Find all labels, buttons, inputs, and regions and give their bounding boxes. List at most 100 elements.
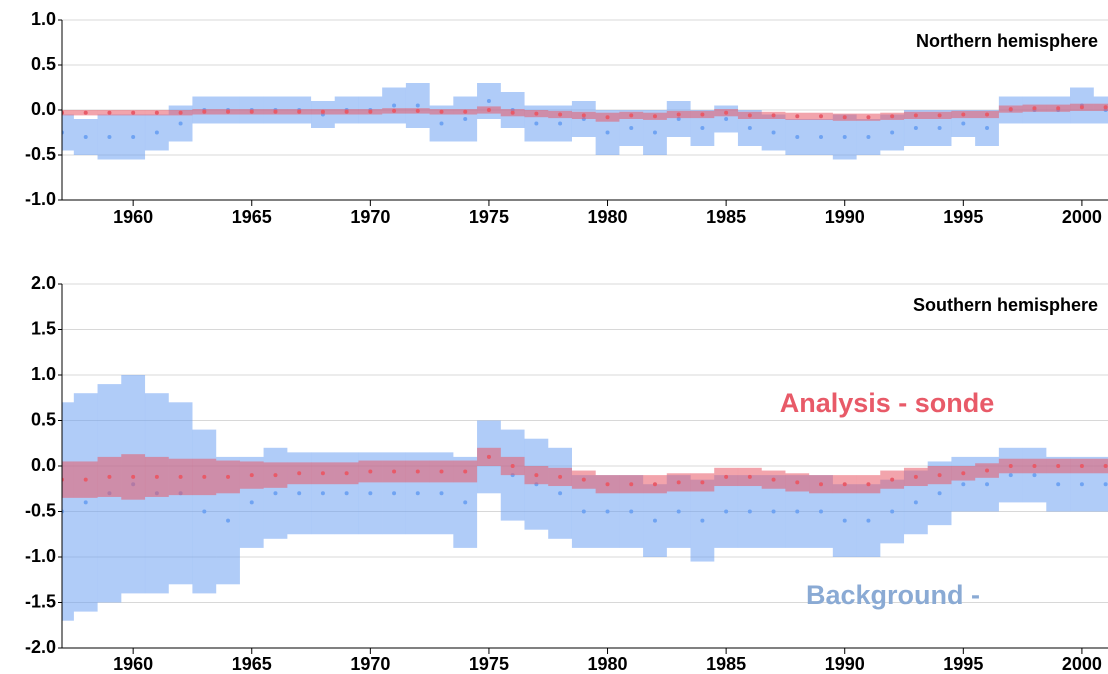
x-tick-label: 2000 (1062, 654, 1102, 674)
scatter-point (1079, 482, 1084, 487)
scatter-point (913, 500, 918, 505)
scatter-point (297, 109, 302, 114)
scatter-point (486, 99, 491, 103)
y-tick-label: -1.5 (25, 591, 56, 611)
scatter-point (273, 473, 278, 478)
scatter-point (581, 477, 586, 482)
x-tick-label: 1985 (706, 207, 746, 227)
scatter-point (83, 477, 88, 482)
scatter-point (629, 509, 634, 514)
y-tick-label: 1.0 (31, 9, 56, 29)
x-tick-label: 1970 (350, 207, 390, 227)
scatter-point (724, 474, 729, 479)
scatter-point (131, 474, 136, 479)
scatter-point (1103, 482, 1108, 487)
scatter-point (1079, 105, 1084, 110)
scatter-point (629, 113, 634, 118)
scatter-point (392, 108, 397, 113)
scatter-point (747, 474, 752, 479)
scatter-point (392, 469, 397, 474)
scatter-point (676, 112, 681, 117)
legend-label: Analysis - sonde (780, 388, 995, 418)
scatter-point (1008, 107, 1013, 112)
scatter-point (558, 112, 563, 117)
scatter-point (131, 110, 136, 115)
y-tick-label: 0.0 (31, 455, 56, 475)
y-tick-label: 1.5 (31, 318, 56, 338)
scatter-point (937, 113, 942, 118)
scatter-point (202, 109, 207, 114)
scatter-point (510, 110, 515, 115)
scatter-point (344, 471, 349, 476)
y-tick-label: -2.0 (25, 637, 56, 657)
scatter-point (819, 114, 824, 119)
x-tick-label: 1960 (113, 654, 153, 674)
scatter-point (249, 473, 254, 478)
x-tick-label: 1990 (825, 207, 865, 227)
panel-title: Northern hemisphere (916, 31, 1098, 51)
scatter-point (724, 509, 729, 514)
scatter-point (676, 480, 681, 485)
scatter-point (937, 491, 942, 496)
scatter-point (320, 471, 325, 476)
x-tick-label: 2000 (1062, 207, 1102, 227)
scatter-point (83, 110, 88, 115)
scatter-point (913, 126, 918, 130)
scatter-point (771, 113, 776, 118)
scatter-point (463, 500, 468, 505)
scatter-point (439, 491, 444, 496)
y-tick-label: 1.0 (31, 364, 56, 384)
x-tick-label: 1965 (232, 654, 272, 674)
scatter-point (1056, 464, 1061, 468)
scatter-point (676, 509, 681, 514)
scatter-point (1008, 473, 1013, 478)
scatter-point (415, 108, 420, 113)
scatter-point (724, 117, 729, 121)
scatter-point (486, 108, 491, 112)
scatter-point (154, 130, 159, 135)
scatter-point (842, 135, 847, 139)
scatter-point (534, 111, 539, 116)
scatter-point (273, 109, 278, 114)
scatter-point (392, 491, 397, 496)
scatter-point (249, 109, 254, 114)
scatter-point (107, 474, 112, 479)
scatter-point (866, 482, 871, 487)
scatter-point (937, 473, 942, 478)
scatter-point (581, 509, 586, 514)
scatter-point (510, 464, 515, 468)
scatter-point (558, 474, 563, 479)
scatter-point (202, 509, 207, 514)
scatter-point (297, 491, 302, 496)
y-tick-label: 2.0 (31, 273, 56, 293)
scatter-point (297, 471, 302, 476)
scatter-point (463, 109, 468, 114)
scatter-point (985, 112, 990, 117)
scatter-point (842, 518, 847, 523)
x-tick-label: 1975 (469, 654, 509, 674)
scatter-point (913, 113, 918, 118)
scatter-point (985, 468, 990, 473)
scatter-point (439, 109, 444, 114)
scatter-point (819, 135, 824, 139)
scatter-point (178, 110, 183, 115)
y-tick-label: 0.5 (31, 54, 56, 74)
scatter-point (558, 121, 563, 126)
scatter-point (107, 110, 112, 115)
scatter-point (178, 121, 183, 126)
plot-area (62, 375, 1108, 621)
scatter-point (866, 115, 871, 120)
scatter-point (415, 103, 420, 108)
scatter-point (890, 509, 895, 514)
scatter-point (747, 126, 752, 130)
scatter-point (226, 474, 231, 479)
scatter-point (1103, 105, 1108, 110)
scatter-point (961, 121, 966, 126)
scatter-point (961, 471, 966, 476)
scatter-point (202, 474, 207, 479)
scatter-point (1032, 464, 1037, 468)
scatter-point (629, 482, 634, 487)
y-tick-label: -1.0 (25, 189, 56, 209)
scatter-point (320, 491, 325, 496)
